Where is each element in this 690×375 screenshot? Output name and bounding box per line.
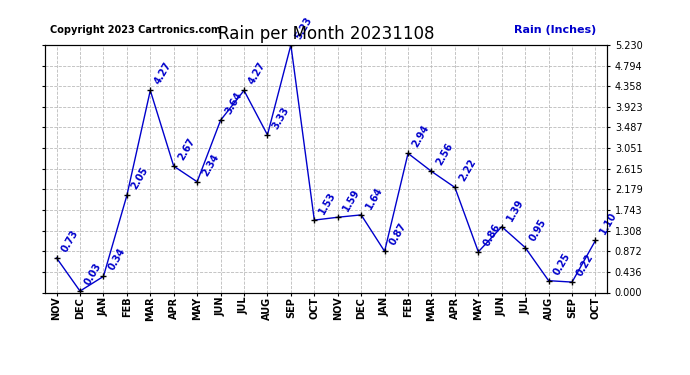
- Text: 0.95: 0.95: [528, 217, 549, 243]
- Text: 2.56: 2.56: [434, 141, 455, 167]
- Text: 4.27: 4.27: [153, 60, 174, 86]
- Text: 1.59: 1.59: [341, 187, 361, 213]
- Text: 1.64: 1.64: [364, 185, 384, 211]
- Text: 4.27: 4.27: [247, 60, 268, 86]
- Text: 0.86: 0.86: [481, 222, 502, 248]
- Text: Rain (Inches): Rain (Inches): [513, 25, 596, 35]
- Text: Copyright 2023 Cartronics.com: Copyright 2023 Cartronics.com: [50, 25, 221, 35]
- Text: 0.03: 0.03: [83, 261, 104, 287]
- Text: 0.22: 0.22: [575, 252, 595, 278]
- Text: 2.05: 2.05: [130, 165, 150, 191]
- Text: 1.39: 1.39: [504, 197, 525, 222]
- Text: 0.34: 0.34: [106, 246, 127, 272]
- Text: 1.10: 1.10: [598, 210, 619, 236]
- Text: 2.34: 2.34: [200, 152, 221, 178]
- Text: 0.87: 0.87: [387, 221, 408, 247]
- Text: 2.94: 2.94: [411, 123, 431, 149]
- Text: 5.23: 5.23: [294, 15, 315, 41]
- Text: 2.22: 2.22: [457, 158, 478, 183]
- Text: 1.53: 1.53: [317, 190, 337, 216]
- Text: 3.33: 3.33: [270, 105, 291, 131]
- Text: 3.64: 3.64: [224, 90, 244, 116]
- Text: 0.25: 0.25: [551, 251, 572, 276]
- Text: 2.67: 2.67: [177, 136, 197, 162]
- Text: 0.73: 0.73: [59, 228, 80, 254]
- Title: Rain per Month 20231108: Rain per Month 20231108: [218, 26, 434, 44]
